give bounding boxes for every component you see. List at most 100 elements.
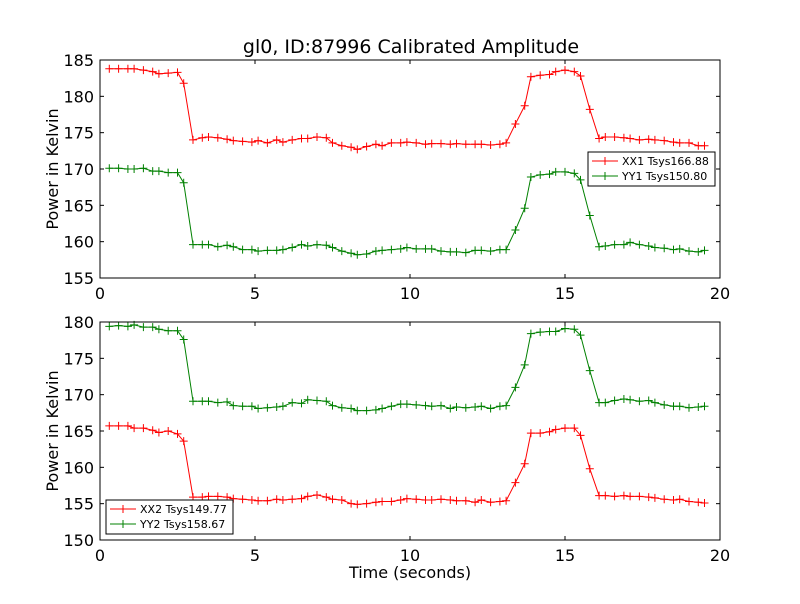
legend-label: XX2 Tsys149.77 [140,503,227,516]
data-point [213,398,222,407]
y-tick-label: 175 [63,124,94,143]
data-point [313,490,321,499]
x-tick-label: 10 [400,284,420,303]
data-point [278,138,287,147]
data-point [437,401,445,410]
data-point [179,437,188,446]
data-point [700,246,709,255]
data-point [313,396,321,405]
data-point [396,496,405,505]
data-point [353,145,362,154]
y-tick-label: 170 [63,160,94,179]
data-point [213,492,222,501]
data-point [189,397,197,406]
data-point [412,495,421,504]
data-point [421,401,430,410]
data-point [486,498,495,507]
data-point [685,497,693,506]
data-point [502,138,511,147]
data-point [322,133,331,142]
data-point [486,247,495,256]
data-point [644,242,653,251]
data-point [675,244,684,253]
data-point [371,405,380,414]
data-point [114,421,123,430]
data-point [644,396,653,405]
data-point [130,424,139,433]
data-point [495,497,504,506]
data-point [114,164,123,173]
data-point [254,136,263,145]
data-point [635,397,644,406]
data-point [526,72,535,81]
top-panel: 0 5 10 15 20 155 160 165 170 175 180 185 Power in Ke… [43,51,730,303]
data-point [511,478,520,487]
data-point [164,69,173,78]
data-point [164,326,173,335]
x-tick-label: 0 [95,546,105,565]
data-point [576,175,585,184]
data-point [213,133,222,142]
data-point [139,424,148,433]
data-point [545,70,554,79]
legend-box [105,499,234,535]
data-point [278,496,287,505]
data-point [362,250,371,259]
series-markers-2 [105,164,709,259]
data-point [278,245,287,254]
data-point [229,401,238,410]
y-axis-label: Power in Kelvin [43,108,62,229]
data-point [644,493,653,502]
y-tick-label: 165 [63,422,94,441]
data-point [189,135,197,144]
legend-marker [119,505,127,513]
data-point [446,140,455,149]
data-point [247,496,256,505]
x-axis-label: Time (seconds) [348,563,471,582]
data-point [179,79,188,88]
data-point [337,247,346,256]
legend-marker [601,157,609,165]
data-point [561,167,569,176]
data-point [387,497,396,506]
y-tick-label: 185 [63,51,94,70]
data-point [526,329,535,338]
data-point [402,243,411,252]
series-markers-1 [105,421,709,509]
y-tick-label: 160 [63,233,94,252]
data-point [353,406,362,415]
data-point [303,395,312,404]
x-tick-label: 20 [710,546,730,565]
data-point [313,240,321,249]
data-point [297,494,306,503]
data-point [675,495,684,504]
x-tick-label: 5 [250,284,260,303]
data-point [626,134,635,143]
data-point [130,165,139,173]
data-point [536,328,545,337]
data-point [139,164,148,173]
data-point [421,140,430,149]
data-point [173,326,182,335]
data-point [437,139,445,148]
data-point [412,400,421,409]
data-point [495,140,504,149]
data-point [179,178,188,187]
data-point [179,335,188,344]
data-point [328,401,337,410]
data-point [238,137,247,146]
data-point [610,240,619,249]
data-point [585,105,594,114]
data-point [288,398,297,407]
data-point [545,427,554,436]
data-point [362,142,371,151]
data-point [263,403,272,412]
data-point [669,245,678,254]
data-point [328,138,337,147]
data-point [551,67,560,76]
data-point [154,428,163,437]
data-point [378,141,387,150]
data-point [114,321,123,330]
data-point [173,68,182,77]
